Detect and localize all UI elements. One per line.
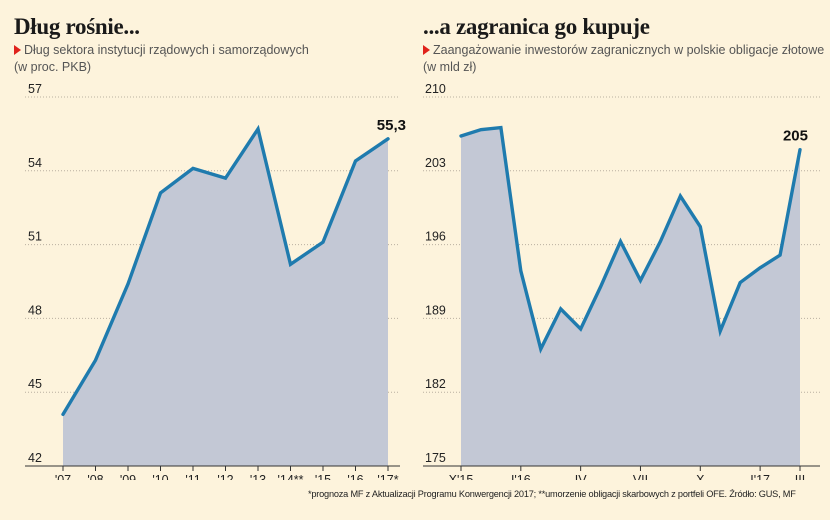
- data-point: [499, 126, 503, 129]
- series-line: [459, 125, 802, 354]
- debt-area-chart: 57 54 51 48 45 42 55,3 '07 '08 '09 '10 '11 '12 '13 '14…: [25, 82, 406, 480]
- y-tick-label: 51: [28, 230, 42, 244]
- x-tick-label: '16: [347, 473, 363, 480]
- x-tick-label: '15: [315, 473, 331, 480]
- y-tick-label: 54: [28, 156, 42, 170]
- data-point: [519, 269, 523, 273]
- chart-subtitle: Zaangażowanie inwestorów zagranicznych w…: [423, 43, 824, 57]
- area-fill: [461, 127, 800, 467]
- data-point: [719, 329, 722, 333]
- data-point: [659, 240, 662, 243]
- red-triangle-icon: [14, 45, 21, 55]
- x-tick-label: '17*: [377, 473, 398, 480]
- x-tick-label: '07: [55, 473, 71, 480]
- data-point: [539, 347, 542, 351]
- x-tick-label: '12: [217, 473, 233, 480]
- data-point: [256, 127, 260, 131]
- data-point: [321, 240, 325, 244]
- data-point: [619, 240, 622, 243]
- data-point: [738, 281, 742, 284]
- x-tick-label: '14**: [277, 473, 303, 480]
- y-tick-label: 189: [425, 303, 446, 317]
- x-tick-label: '13: [250, 473, 266, 480]
- unit-label: (w mld zł): [423, 60, 477, 74]
- debt-chart-panel: Dług rośnie... Dług sektora instytucji r…: [0, 0, 410, 480]
- data-point: [354, 159, 357, 163]
- red-triangle-icon: [423, 45, 430, 55]
- data-point: [61, 413, 65, 416]
- footnote: *prognoza MF z Aktualizacji Programu Kon…: [308, 489, 796, 499]
- y-tick-label: 42: [28, 451, 42, 465]
- x-tick-label: I'16: [511, 473, 531, 480]
- data-point: [289, 263, 292, 266]
- chart-title: Dług rośnie...: [14, 14, 140, 39]
- data-point: [191, 167, 195, 170]
- x-tick-label: '09: [120, 473, 136, 480]
- data-point: [224, 176, 227, 180]
- y-tick-label: 210: [425, 82, 446, 96]
- chart-subtitle: Dług sektora instytucji rządowych i samo…: [14, 43, 309, 57]
- data-point: [126, 282, 130, 286]
- y-tick-label: 196: [425, 230, 446, 244]
- x-tick-label: '11: [185, 473, 200, 480]
- data-point: [579, 327, 582, 331]
- x-tick-label: I'17: [750, 473, 770, 480]
- data-point: [798, 148, 802, 151]
- subtitle-text: Zaangażowanie inwestorów zagranicznych w…: [433, 43, 825, 57]
- x-tick-label: '08: [87, 473, 103, 480]
- subtitle-text: Dług sektora instytucji rządowych i samo…: [24, 43, 309, 57]
- y-tick-label: 203: [425, 156, 446, 170]
- x-tick-label: X'15: [449, 473, 474, 480]
- y-tick-label: 57: [28, 82, 42, 96]
- y-tick-label: 175: [425, 451, 446, 465]
- x-tick-label: X: [696, 473, 705, 480]
- area-fill: [63, 128, 388, 467]
- data-point: [639, 279, 642, 282]
- data-point: [699, 225, 702, 228]
- y-tick-label: 45: [28, 377, 42, 391]
- y-tick-label: 48: [28, 303, 42, 317]
- investors-area-chart: 210 203 196 189 182 175 205 X'15 I'16 IV VII X I'17 I…: [423, 82, 820, 480]
- data-point: [94, 359, 97, 362]
- y-tick-label: 182: [425, 377, 446, 391]
- unit-label: (w proc. PKB): [14, 60, 92, 74]
- foreign-investors-chart-panel: ...a zagranica go kupuje Zaangażowanie i…: [415, 0, 830, 480]
- chart-title: ...a zagranica go kupuje: [423, 14, 650, 39]
- data-point: [386, 137, 390, 141]
- data-point: [758, 266, 762, 269]
- x-tick-label: VII: [633, 473, 648, 480]
- end-value-label: 55,3: [377, 117, 406, 134]
- end-value-label: 205: [783, 128, 808, 145]
- data-point: [679, 194, 682, 198]
- data-point: [459, 134, 463, 138]
- data-point: [599, 285, 602, 288]
- data-point: [479, 128, 483, 131]
- data-point: [778, 253, 782, 257]
- x-tick-label: III: [795, 473, 805, 480]
- data-point: [159, 191, 162, 195]
- x-tick-label: IV: [575, 473, 587, 480]
- data-point: [559, 307, 562, 311]
- x-tick-label: '10: [152, 473, 168, 480]
